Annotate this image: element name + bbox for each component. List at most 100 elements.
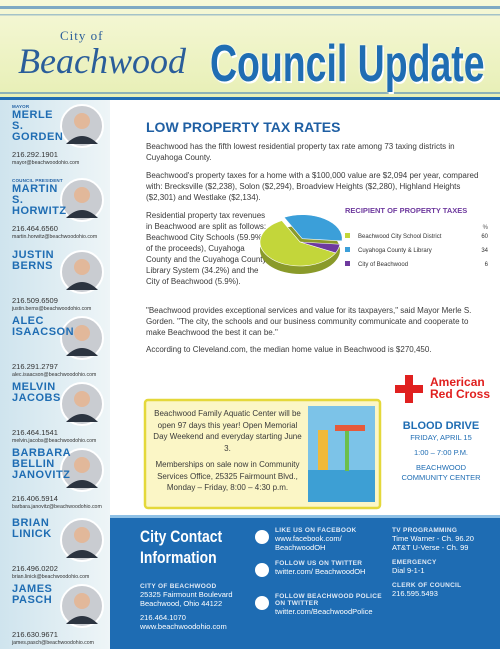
member-photo-face: [74, 391, 90, 407]
social-label: LIKE US ON FACEBOOK: [275, 527, 357, 534]
member-phone: 216.464.6560: [12, 224, 58, 233]
social-link[interactable]: twitter.com/BeachwoodPolice: [275, 607, 373, 616]
pie-slice: [283, 214, 343, 242]
member-name: BRIAN LINICK: [12, 517, 52, 540]
member-phone: 216.292.1901: [12, 150, 58, 159]
social-item: FOLLOW BEACHWOOD POLICE ON TWITTER twitte…: [275, 593, 385, 626]
info-line: AT&T U-Verse - Ch. 99: [392, 543, 469, 552]
header-stripe: [0, 92, 500, 94]
blood-drive-time: 1:00 – 7:00 P.M.: [413, 448, 469, 457]
council-sidebar: MAYOR MERLE S. GORDEN 216.292.1901 mayor@be…: [0, 0, 110, 649]
contact-website[interactable]: www.beachwoodohio.com: [140, 622, 227, 631]
aquatic-photo-pole: [345, 431, 349, 471]
aquatic-info: Beachwood Family Aquatic Center will be …: [150, 408, 305, 494]
blood-drive-location: BEACHWOOD COMMUNITY CENTER: [401, 463, 481, 482]
pie-slice: [299, 241, 341, 254]
member-name: MARTIN S. HORWITZ: [12, 183, 67, 217]
header-stripe: [0, 97, 500, 100]
masthead-title: Council Update: [210, 35, 485, 93]
red-cross-name: American Red Cross: [430, 376, 490, 400]
social-item: FOLLOW US ON TWITTER twitter.com/ Beachwo…: [275, 560, 385, 593]
member-photo-face: [74, 457, 90, 473]
red-cross-icon: [405, 375, 413, 403]
twitter-icon: [255, 563, 269, 577]
article-paragraph: Residential property tax revenues in Bea…: [146, 211, 267, 286]
member-email: martin.horwitz@beachwoodohio.com: [12, 234, 98, 240]
logo-city-of: City of: [60, 28, 104, 43]
article-paragraph: Beachwood has the fifth lowest residenti…: [146, 142, 455, 162]
aquatic-photo-slide: [318, 430, 328, 470]
legend-value: 34: [481, 248, 488, 254]
logo-city: Beachwood: [18, 41, 186, 81]
contact-label: CITY OF BEACHWOOD: [140, 583, 217, 590]
member-photo-suit: [66, 480, 98, 488]
member-email: brian.linick@beachwoodohio.com: [12, 574, 90, 580]
contact-address: 25325 Fairmount Boulevard: [140, 590, 233, 599]
social-links: LIKE US ON FACEBOOK www.facebook.com/ Bea…: [275, 527, 385, 626]
member-email: alec.isaacson@beachwoodohio.com: [12, 372, 97, 378]
member-name: MELVIN JACOBS: [12, 381, 61, 404]
social-link[interactable]: twitter.com/ BeachwoodOH: [275, 567, 366, 576]
member-phone: 216.464.1541: [12, 428, 58, 437]
info-label: EMERGENCY: [392, 559, 437, 566]
chart-title: RECIPIENT OF PROPERTY TAXES: [345, 206, 467, 215]
legend-value: 60: [481, 234, 488, 240]
info-label: TV PROGRAMMING: [392, 527, 458, 534]
member-phone: 216.291.2797: [12, 362, 58, 371]
member-email: melvin.jacobs@beachwoodohio.com: [12, 438, 97, 444]
pie-slice: [259, 220, 337, 267]
contact-address: Beachwood, Ohio 44122: [140, 599, 223, 608]
member-photo-face: [74, 187, 90, 203]
social-label: FOLLOW BEACHWOOD POLICE ON TWITTER: [275, 593, 382, 607]
article-paragraph: According to Cleveland.com, the median h…: [146, 345, 432, 354]
info-line: 216.595.5493: [392, 589, 438, 598]
member-phone: 216.496.0202: [12, 564, 58, 573]
aquatic-paragraph: Beachwood Family Aquatic Center will be …: [153, 409, 302, 453]
masthead: Council Update: [210, 34, 500, 94]
red-cross-line: Red Cross: [430, 387, 491, 401]
aquatic-photo-water: [308, 470, 375, 502]
twitter-icon: [255, 596, 269, 610]
legend-swatch: [345, 247, 350, 252]
member-phone: 216.630.9671: [12, 630, 58, 639]
member-photo-face: [74, 259, 90, 275]
info-label: CLERK OF COUNCIL: [392, 582, 462, 589]
info-item: CLERK OF COUNCIL 216.595.5493: [392, 582, 497, 598]
footer-stripe: [110, 515, 500, 518]
member-photo-suit: [66, 282, 98, 290]
legend-label: City of Beachwood: [358, 262, 408, 268]
header-bg: [0, 0, 500, 100]
member-photo-suit: [66, 550, 98, 558]
article-paragraph: "Beachwood provides exceptional services…: [146, 306, 472, 337]
legend-label: Cuyahoga County & Library: [358, 248, 432, 254]
member-name: JUSTIN BERNS: [12, 249, 55, 272]
member-email: justin.berns@beachwoodohio.com: [12, 306, 92, 312]
legend-label: Beachwood City School District: [358, 234, 442, 240]
member-email: barbara.janovitz@beachwoodohio.com: [12, 504, 102, 510]
member-name: ALEC ISAACSON: [12, 315, 75, 338]
social-link[interactable]: www.facebook.com/ BeachwoodOH: [275, 534, 342, 552]
aquatic-paragraph: Memberships on sale now in Community Ser…: [155, 460, 300, 492]
member-name: JAMES PASCH: [12, 583, 53, 606]
member-photo-suit: [66, 616, 98, 624]
footer-bg: [110, 515, 500, 649]
member-photo-suit: [66, 414, 98, 422]
contact-title-text: City Contact Information: [140, 527, 223, 567]
member-photo-face: [74, 527, 90, 543]
member-email: mayor@beachwoodohio.com: [12, 160, 80, 166]
info-item: TV PROGRAMMING Time Warner - Ch. 96.20 AT&…: [392, 527, 497, 552]
member-role: MAYOR: [12, 104, 30, 109]
info-line: Dial 9-1-1: [392, 566, 425, 575]
contact-phone: 216.464.1070: [140, 613, 186, 622]
blood-drive-title: BLOOD DRIVE: [402, 420, 480, 432]
value-header: %: [483, 225, 489, 231]
member-phone: 216.509.6509: [12, 296, 58, 305]
member-photo-suit: [66, 348, 98, 356]
member-phone: 216.406.5914: [12, 494, 58, 503]
article-title: LOW PROPERTY TAX RATES: [146, 119, 341, 135]
member-name: MERLE S. GORDEN: [12, 109, 64, 143]
info-line: Time Warner - Ch. 96.20: [392, 534, 474, 543]
member-email: james.pasch@beachwoodohio.com: [12, 640, 94, 646]
tax-chart: RECIPIENT OF PROPERTY TAXES % Beachwood …: [259, 206, 489, 274]
